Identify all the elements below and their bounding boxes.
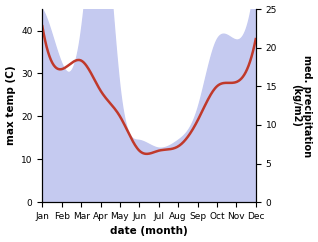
Y-axis label: med. precipitation
(kg/m2): med. precipitation (kg/m2) xyxy=(291,54,313,157)
Y-axis label: max temp (C): max temp (C) xyxy=(5,66,16,145)
X-axis label: date (month): date (month) xyxy=(110,227,188,236)
